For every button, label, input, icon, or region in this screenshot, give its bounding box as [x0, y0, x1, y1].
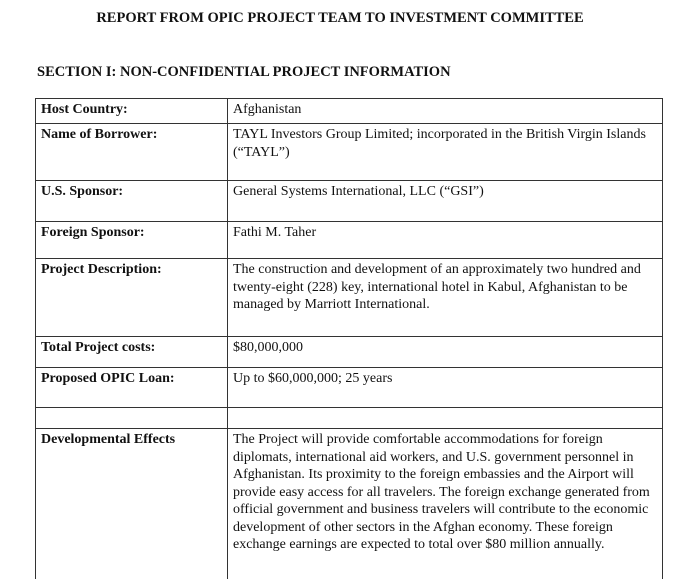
table-row: Developmental Effects The Project will pr… — [35, 428, 663, 579]
project-info-table: Host Country: Afghanistan Name of Borrowe… — [35, 98, 663, 579]
row-label: Host Country: — [35, 98, 228, 124]
section-heading: SECTION I: NON-CONFIDENTIAL PROJECT INFO… — [37, 64, 451, 80]
row-label: Name of Borrower: — [35, 123, 228, 181]
row-value: TAYL Investors Group Limited; incorporat… — [227, 123, 663, 181]
row-value: $80,000,000 — [227, 336, 663, 368]
table-row: Host Country: Afghanistan — [35, 98, 663, 124]
row-label: Foreign Sponsor: — [35, 221, 228, 259]
row-label: Developmental Effects — [35, 428, 228, 579]
table-row: Foreign Sponsor: Fathi M. Taher — [35, 221, 663, 259]
table-row: U.S. Sponsor: General Systems Internation… — [35, 180, 663, 222]
table-row: Project Description: The construction and… — [35, 258, 663, 337]
row-value: General Systems International, LLC (“GSI… — [227, 180, 663, 222]
row-label — [35, 407, 228, 429]
table-row: Total Project costs: $80,000,000 — [35, 336, 663, 368]
row-value: Fathi M. Taher — [227, 221, 663, 259]
row-value: Up to $60,000,000; 25 years — [227, 367, 663, 408]
row-value: The Project will provide comfortable acc… — [227, 428, 663, 579]
row-label: Proposed OPIC Loan: — [35, 367, 228, 408]
table-row — [35, 407, 663, 429]
row-label: Project Description: — [35, 258, 228, 337]
row-value: The construction and development of an a… — [227, 258, 663, 337]
row-label: Total Project costs: — [35, 336, 228, 368]
table-row: Name of Borrower: TAYL Investors Group Li… — [35, 123, 663, 181]
row-value — [227, 407, 663, 429]
row-label: U.S. Sponsor: — [35, 180, 228, 222]
row-value: Afghanistan — [227, 98, 663, 124]
table-row: Proposed OPIC Loan: Up to $60,000,000; 25… — [35, 367, 663, 408]
report-title: REPORT FROM OPIC PROJECT TEAM TO INVESTM… — [96, 10, 584, 26]
